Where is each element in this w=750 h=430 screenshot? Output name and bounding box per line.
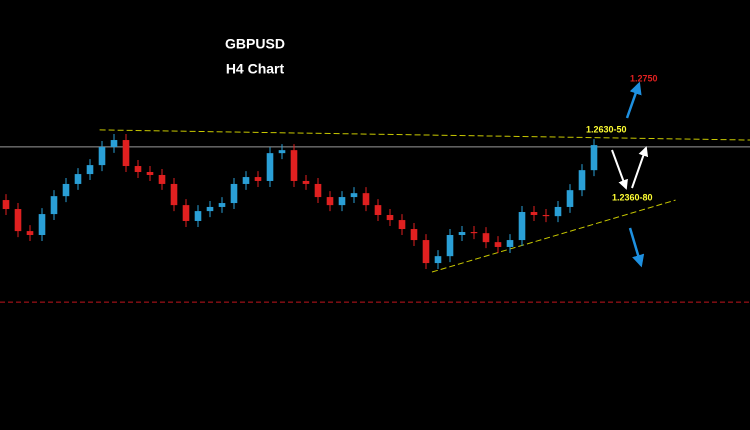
- candle-body: [470, 232, 478, 234]
- candle-body: [422, 240, 430, 264]
- candle-body: [542, 215, 550, 217]
- candle-body: [2, 200, 10, 210]
- candle-body: [494, 242, 502, 247]
- candle-body: [62, 183, 70, 197]
- candle-body: [518, 212, 526, 241]
- candle-body: [374, 205, 382, 215]
- candle-body: [590, 145, 598, 171]
- candle-body: [194, 211, 202, 221]
- candle-body: [578, 170, 586, 191]
- candle-body: [50, 196, 58, 215]
- candle-body: [434, 256, 442, 264]
- candle-body: [110, 140, 118, 147]
- annotation: 1.2750: [630, 73, 658, 83]
- candle-body: [410, 229, 418, 241]
- candle-body: [146, 172, 154, 175]
- candle-body: [242, 177, 250, 184]
- arrow-down-white: [611, 149, 628, 190]
- candle-body: [398, 220, 406, 230]
- candle-body: [158, 174, 166, 184]
- arrow-down-blue: [628, 227, 645, 268]
- arrow-up-blue: [625, 81, 642, 119]
- candle-body: [26, 231, 34, 236]
- annotation: 1.2630-50: [586, 124, 627, 134]
- candle-body: [206, 206, 214, 212]
- candle-body: [314, 183, 322, 198]
- candle-body: [566, 190, 574, 207]
- candle-body: [74, 174, 82, 184]
- candle-body: [362, 193, 370, 206]
- trend-line: [99, 129, 750, 141]
- candle-body: [302, 180, 310, 184]
- candle-body: [446, 235, 454, 257]
- candle-body: [290, 150, 298, 181]
- candle-body: [86, 165, 94, 175]
- candle-body: [278, 150, 286, 154]
- candle-body: [482, 233, 490, 243]
- candle-body: [350, 193, 358, 198]
- candle-body: [266, 153, 274, 181]
- candle-body: [530, 212, 538, 215]
- candle-body: [254, 177, 262, 181]
- candle-body: [134, 166, 142, 172]
- candle-body: [218, 203, 226, 207]
- candle-body: [170, 183, 178, 206]
- arrow-up-white: [631, 146, 649, 189]
- candle-body: [386, 215, 394, 221]
- trend-line: [431, 199, 676, 273]
- candle-body: [14, 209, 22, 232]
- candle-body: [506, 240, 514, 247]
- chart-subtitle: H4 Chart: [226, 61, 285, 77]
- candle-body: [458, 232, 466, 236]
- candle-body: [338, 197, 346, 206]
- annotation: 1.2360-80: [612, 192, 653, 202]
- candle-body: [38, 214, 46, 236]
- candle-body: [230, 183, 238, 204]
- candle-body: [122, 140, 130, 167]
- candle-body: [182, 205, 190, 221]
- chart-title: GBPUSD: [225, 36, 285, 52]
- candle-body: [98, 146, 106, 166]
- candle-body: [554, 206, 562, 217]
- candle-body: [326, 197, 334, 206]
- plot-area: [0, 129, 750, 303]
